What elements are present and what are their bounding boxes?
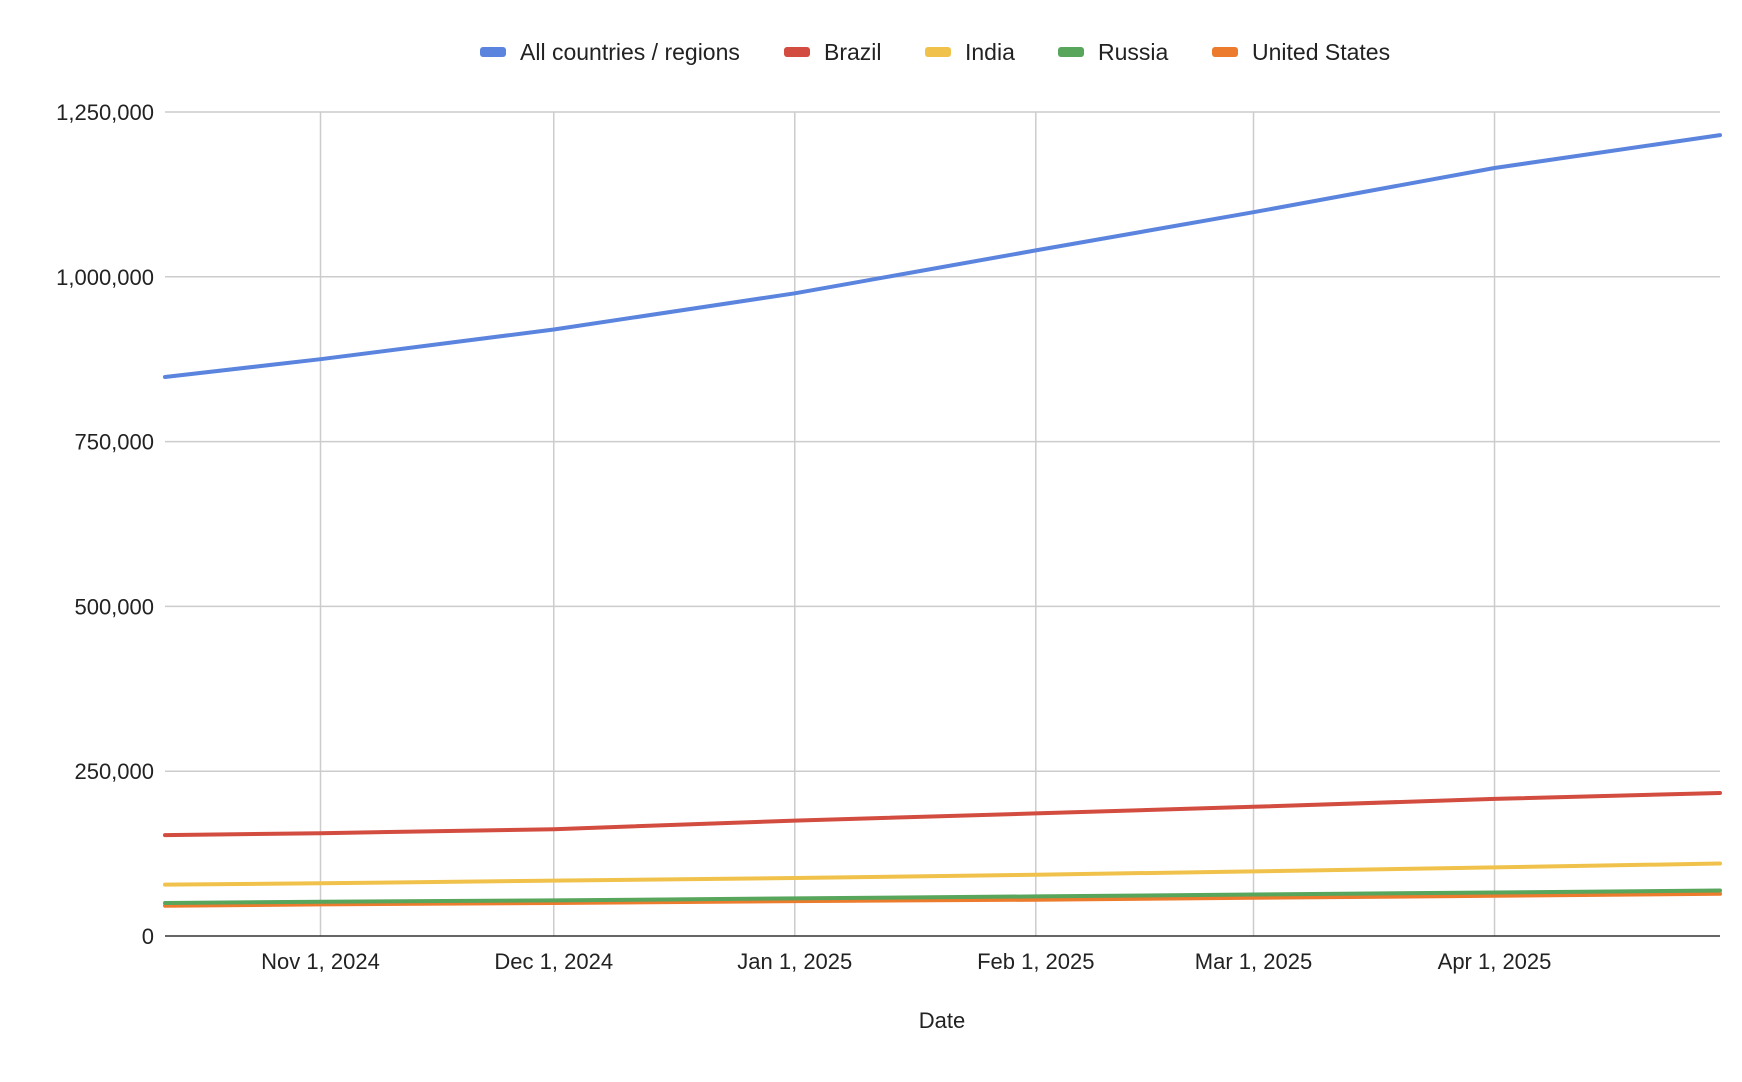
y-tick-label: 250,000 (74, 759, 154, 784)
legend-swatch (1058, 47, 1084, 57)
series-line (163, 791, 1722, 838)
legend-label: United States (1252, 39, 1390, 65)
gridlines (165, 111, 1720, 936)
legend-item: India (925, 39, 1015, 65)
x-tick-label: Nov 1, 2024 (261, 949, 380, 974)
legend-label: Russia (1098, 39, 1169, 65)
series-line (163, 888, 1722, 905)
y-tick-label: 750,000 (74, 430, 154, 455)
y-tick-label: 0 (142, 924, 154, 949)
legend-label: Brazil (824, 39, 882, 65)
legend-label: All countries / regions (520, 39, 740, 65)
x-tick-label: Jan 1, 2025 (737, 949, 852, 974)
series-line (163, 891, 1722, 908)
legend-swatch (925, 47, 951, 57)
legend: All countries / regions Brazil India Russia… (480, 39, 1390, 65)
series-line (163, 133, 1722, 379)
x-axis-title: Date (919, 1008, 965, 1033)
legend-label: India (965, 39, 1015, 65)
series-lines (163, 133, 1722, 908)
legend-item: Russia (1058, 39, 1169, 65)
legend-swatch (784, 47, 810, 57)
x-tick-label: Dec 1, 2024 (494, 949, 613, 974)
axes: 0 250,000 500,000 750,000 1,000,000 1,250,000… (56, 100, 1720, 974)
legend-item: United States (1212, 39, 1390, 65)
series-line (163, 861, 1722, 887)
legend-item: All countries / regions (480, 39, 740, 65)
x-tick-label: Mar 1, 2025 (1195, 949, 1312, 974)
legend-swatch (480, 47, 506, 57)
legend-item: Brazil (784, 39, 882, 65)
x-tick-label: Feb 1, 2025 (977, 949, 1094, 974)
y-tick-label: 1,000,000 (56, 265, 154, 290)
y-tick-label: 1,250,000 (56, 100, 154, 125)
legend-swatch (1212, 47, 1238, 57)
y-tick-label: 500,000 (74, 594, 154, 619)
x-tick-label: Apr 1, 2025 (1438, 949, 1552, 974)
